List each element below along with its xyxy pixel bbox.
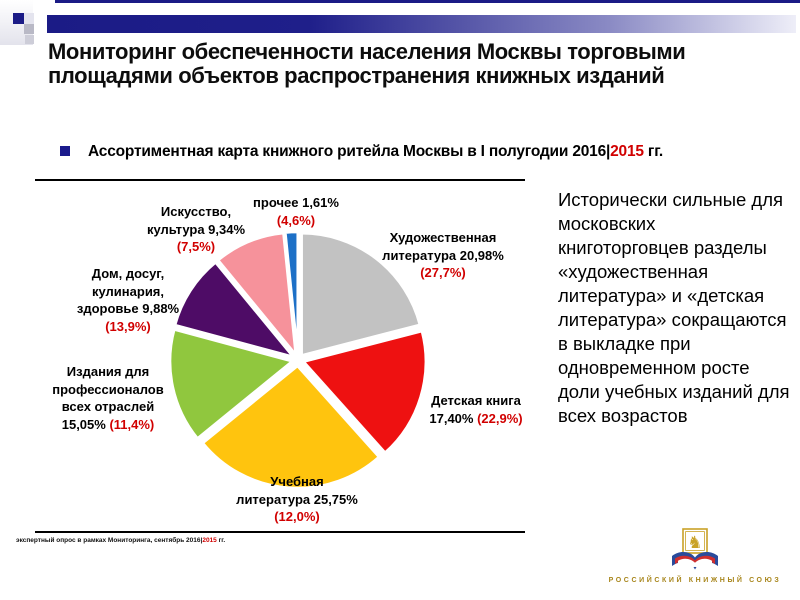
corner-square-small	[25, 35, 34, 44]
pie-slice-label-6: прочее 1,61% (4,6%)	[253, 194, 339, 229]
subtitle-suffix: гг.	[643, 143, 664, 160]
pie-label-line: (12,0%)	[274, 509, 320, 524]
pie-label-line: (4,6%)	[276, 212, 316, 228]
logo-caption: РОССИЙСКИЙ КНИЖНЫЙ СОЮЗ	[608, 577, 782, 584]
pie-slice-1	[302, 329, 427, 454]
corner-square-light	[24, 13, 34, 24]
divider-top	[35, 179, 525, 181]
pie-label-line: профессионалов	[52, 381, 164, 397]
pie-label-line: здоровье 9,88%	[76, 301, 180, 316]
pie-slice-4	[173, 261, 295, 358]
pie-slice-0	[300, 232, 422, 357]
pie-label-line: Учебная	[270, 474, 324, 489]
pie-slice-label-5: Искусство, культура 9,34% (7,5%)	[147, 203, 245, 256]
pie-slice-5	[216, 231, 297, 356]
title-gradient-bar	[47, 15, 796, 33]
top-edge-line	[55, 0, 800, 3]
pie-slice-label-1: Детская книга 17,40% (22,9%)	[429, 392, 522, 427]
svg-text:♞: ♞	[687, 533, 702, 553]
chart-subtitle: Ассортиментная карта книжного ритейла Мо…	[88, 142, 663, 162]
pie-label-line: Дом, досуг,	[91, 266, 165, 281]
commentary-text: Исторически сильные для московских книго…	[558, 189, 790, 426]
pie-slice-label-0: Художественная литература 20,98% (27,7%)	[382, 229, 504, 282]
source-suffix: гг.	[216, 537, 226, 544]
pie-label-line: литература 20,98%	[382, 247, 504, 263]
subtitle-text: Ассортиментная карта книжного ритейла Мо…	[88, 143, 611, 160]
pie-slice-6	[284, 230, 299, 356]
pie-label-line: всех отраслей	[61, 399, 155, 414]
bullet-marker	[60, 146, 70, 156]
pie-label-line: Художественная	[389, 230, 497, 245]
pie-slice-label-2: Учебная литература 25,75% (12,0%)	[236, 473, 358, 526]
book-union-logo-icon: ♞	[672, 528, 718, 570]
pie-slice-2	[201, 364, 381, 490]
pie-slice-3	[168, 328, 294, 440]
pie-label-line: (13,9%)	[105, 318, 151, 334]
pie-label-line: Детская книга	[431, 393, 521, 408]
publisher-logo: ♞ РОССИЙСКИЙ КНИЖНЫЙ СОЮЗ	[600, 528, 790, 584]
divider-bottom	[35, 531, 525, 533]
source-prev-year: 2015	[202, 537, 217, 544]
slide-title: Мониторинг обеспеченности населения Моск…	[48, 39, 686, 88]
corner-square-navy	[13, 13, 24, 24]
pie-slice-label-3: Издания для профессионалов всех отраслей 15…	[52, 363, 164, 433]
chart-subtitle-row: Ассортиментная карта книжного ритейла Мо…	[60, 142, 760, 162]
pie-label-line: (27,7%)	[420, 265, 466, 280]
pie-label-line: литература 25,75%	[236, 491, 358, 507]
pie-label-line: Искусство,	[160, 204, 232, 219]
corner-square-gray	[24, 24, 34, 34]
source-text: экспертный опрос в рамках Мониторинга, с…	[16, 537, 203, 544]
pie-label-line: прочее 1,61%	[253, 195, 339, 210]
pie-slice-label-4: Дом, досуг, кулинария, здоровье 9,88% (13,9…	[77, 265, 179, 335]
pie-label-line: Издания для	[66, 364, 150, 379]
source-note: экспертный опрос в рамках Мониторинга, с…	[16, 537, 225, 544]
pie-label-line: культура 9,34%	[146, 221, 246, 237]
subtitle-prev-year: 2015	[610, 143, 644, 160]
pie-label-line: кулинария,	[91, 283, 165, 299]
pie-label-line: 15,05% (11,4%)	[61, 416, 155, 432]
pie-label-line: 17,40% (22,9%)	[429, 410, 523, 426]
pie-label-line: (7,5%)	[176, 239, 216, 254]
